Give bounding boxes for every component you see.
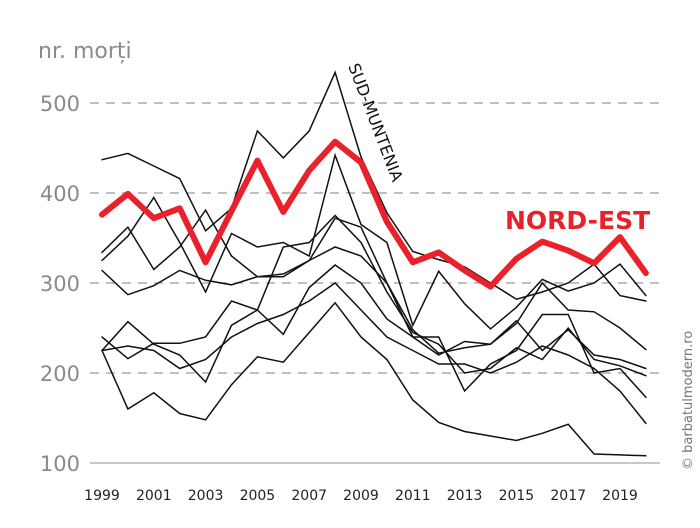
x-tick-label: 2019	[602, 488, 638, 504]
x-tick-label: 2009	[343, 488, 379, 504]
x-tick-label: 2005	[240, 488, 276, 504]
sud-muntenia-label: SUD-MUNTENIA	[344, 61, 407, 185]
y-tick-label: 500	[40, 92, 80, 116]
x-tick-label: 2013	[447, 488, 483, 504]
region-6-series-line	[101, 282, 647, 425]
x-tick-label: 1999	[84, 488, 120, 504]
x-tick-label: 2011	[395, 488, 431, 504]
region-3-series-line	[101, 246, 647, 370]
nord-est-series-line	[99, 138, 649, 290]
region-7-series-line	[101, 301, 647, 457]
region-2-series-line	[101, 152, 647, 330]
y-axis-label: nr. morți	[38, 39, 132, 64]
y-tick-label: 200	[40, 362, 80, 386]
y-tick-label: 100	[40, 452, 80, 476]
copyright-watermark: © barbatulmodern.ro	[681, 331, 696, 470]
region-4-series-line	[101, 214, 647, 377]
y-tick-label: 300	[40, 272, 80, 296]
x-tick-label: 2003	[188, 488, 224, 504]
y-tick-label: 400	[40, 182, 80, 206]
region-5-series-line	[101, 264, 647, 399]
x-tick-label: 2017	[550, 488, 586, 504]
x-tick-label: 2015	[499, 488, 535, 504]
x-tick-label: 2007	[291, 488, 327, 504]
nord-est-label: NORD-EST	[505, 206, 650, 235]
x-tick-label: 2001	[136, 488, 172, 504]
